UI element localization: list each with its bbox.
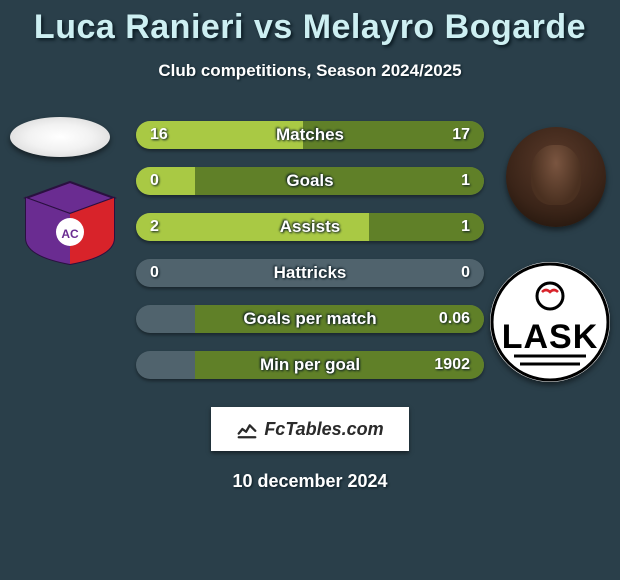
stat-row: Matches16 17 [136, 121, 484, 149]
stat-row: Min per goal1902 [136, 351, 484, 379]
stat-left-value: 0 [150, 264, 159, 282]
stat-label: Goals per match [136, 309, 484, 329]
stat-label: Assists [136, 217, 484, 237]
date-text: 10 december 2024 [232, 471, 387, 492]
stat-row: Hattricks0 0 [136, 259, 484, 287]
stat-row: Assists2 1 [136, 213, 484, 241]
stat-label: Goals [136, 171, 484, 191]
stat-right-value: 1 [461, 218, 470, 236]
stat-right-value: 17 [452, 126, 470, 144]
stat-left-value: 16 [150, 126, 168, 144]
stat-row: Goals0 1 [136, 167, 484, 195]
fctables-label: FcTables.com [264, 419, 383, 440]
stat-right-value: 1902 [434, 356, 470, 374]
stat-label: Min per goal [136, 355, 484, 375]
stat-row: Goals per match0.06 [136, 305, 484, 333]
stat-left-value: 0 [150, 172, 159, 190]
stats-area: Matches1617Goals01Assists21Hattricks00Go… [0, 121, 620, 397]
fctables-icon [236, 418, 258, 440]
stat-right-value: 0 [461, 264, 470, 282]
page-subtitle: Club competitions, Season 2024/2025 [158, 61, 461, 81]
stat-right-value: 1 [461, 172, 470, 190]
stat-right-value: 0.06 [439, 310, 470, 328]
fctables-watermark: FcTables.com [211, 407, 409, 451]
stat-label: Matches [136, 125, 484, 145]
page-title: Luca Ranieri vs Melayro Bogarde [34, 8, 586, 47]
stat-label: Hattricks [136, 263, 484, 283]
stat-left-value: 2 [150, 218, 159, 236]
